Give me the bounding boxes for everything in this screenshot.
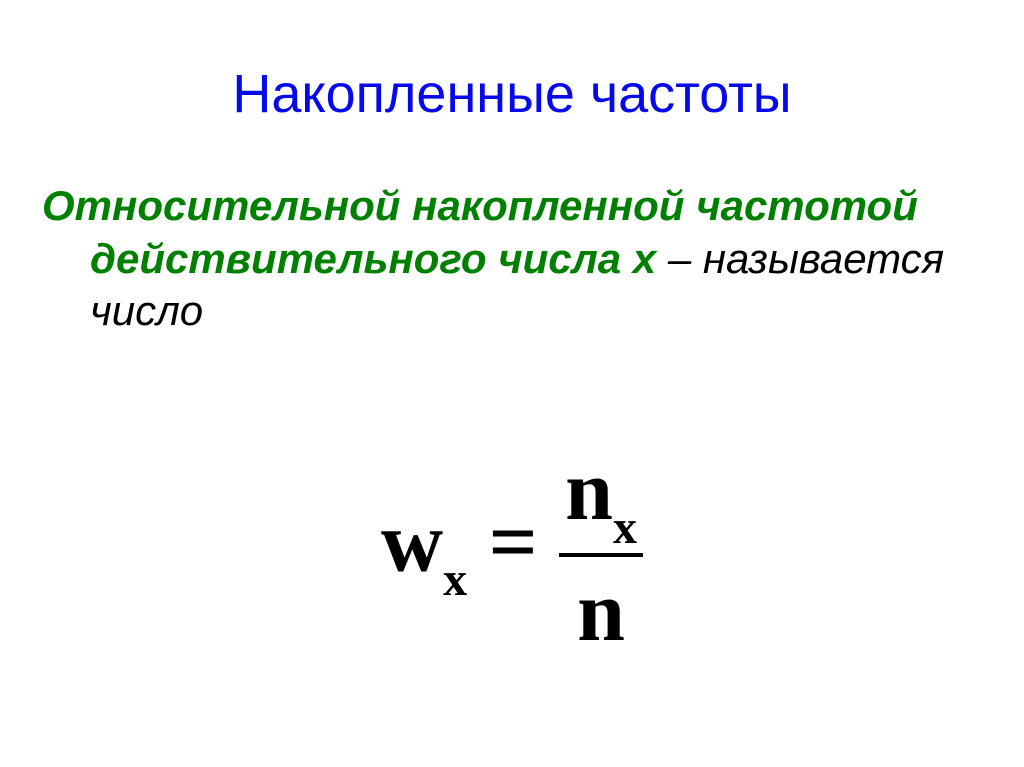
formula-fraction: nx n: [559, 440, 643, 661]
slide: Накопленные частоты Относительной накопл…: [0, 0, 1024, 767]
definition-dash: –: [656, 235, 703, 282]
formula-numerator: nx: [559, 440, 643, 549]
formula: wx = nx n: [0, 440, 1024, 661]
definition-text: Относительной накопленной частотой дейст…: [42, 180, 984, 338]
slide-title: Накопленные частоты: [0, 62, 1024, 127]
formula-num-base: n: [565, 442, 613, 538]
formula-lhs-sub: x: [443, 553, 467, 606]
formula-lhs-base: w: [381, 493, 443, 589]
formula-eq: =: [467, 493, 559, 589]
formula-denominator: n: [559, 561, 643, 661]
formula-num-sub: x: [613, 501, 637, 554]
